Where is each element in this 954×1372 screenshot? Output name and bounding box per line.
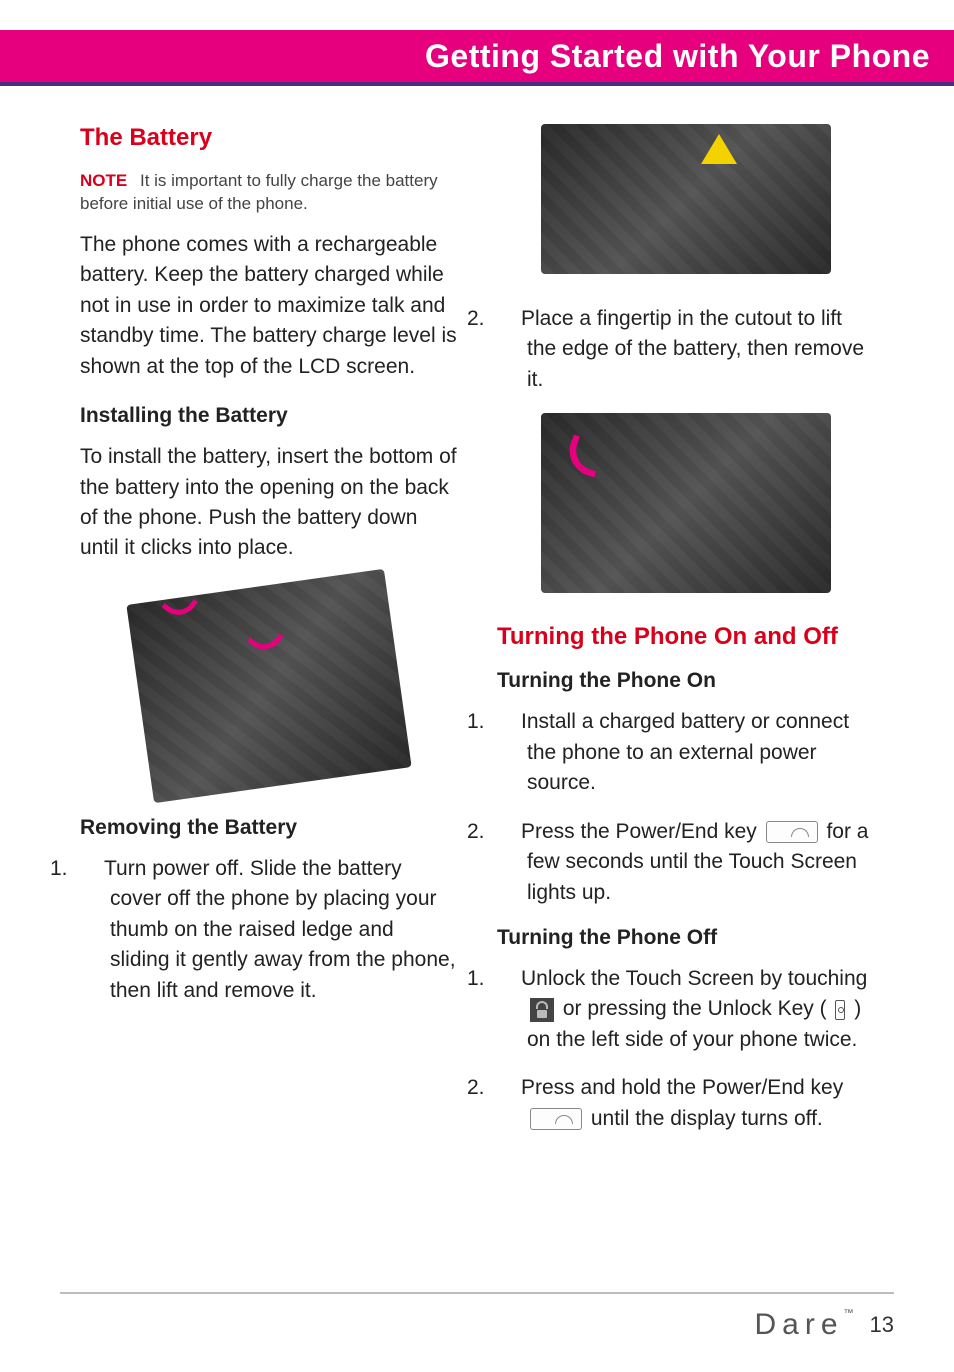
section-heading-power: Turning the Phone On and Off — [497, 623, 874, 651]
page-number: 13 — [870, 1312, 894, 1338]
step-number: 1. — [497, 964, 521, 994]
step-number: 1. — [497, 707, 521, 737]
off-step-2: 2.Press and hold the Power/End key until… — [497, 1073, 874, 1134]
section-heading-battery: The Battery — [80, 124, 457, 152]
step-text-a: Press the Power/End key — [521, 820, 763, 843]
lock-icon — [530, 998, 554, 1022]
figure-install-battery — [80, 586, 457, 786]
arrow-curve-icon — [562, 435, 605, 478]
off-step-1: 1.Unlock the Touch Screen by touching or… — [497, 964, 874, 1055]
step-number: 1. — [80, 854, 104, 884]
phone-image-lift — [541, 413, 831, 593]
step-text-a: Unlock the Touch Screen by touching — [521, 967, 867, 990]
page-footer: Dare™ 13 — [60, 1292, 894, 1342]
on-step-1: 1.Install a charged battery or connect t… — [497, 707, 874, 798]
trademark-icon: ™ — [844, 1308, 854, 1319]
arrow-icon — [247, 621, 283, 657]
on-step-2: 2.Press the Power/End key for a few seco… — [497, 817, 874, 908]
step-text: Install a charged battery or connect the… — [521, 710, 849, 794]
power-end-key-icon — [530, 1108, 582, 1130]
step-text-b: until the display turns off. — [585, 1107, 823, 1130]
step-text: Place a fingertip in the cutout to lift … — [521, 307, 864, 391]
left-column: The Battery NOTE It is important to full… — [80, 124, 457, 1152]
subheading-off: Turning the Phone Off — [497, 926, 874, 950]
brand-logo: Dare™ — [754, 1308, 853, 1342]
step-number: 2. — [497, 1073, 521, 1103]
step-text: Turn power off. Slide the battery cover … — [104, 857, 456, 1002]
phone-image-cover — [541, 124, 831, 274]
note-text: It is important to fully charge the batt… — [80, 171, 438, 213]
arrow-icon — [161, 586, 197, 622]
phone-image-install — [126, 569, 411, 803]
battery-intro: The phone comes with a rechargeable batt… — [80, 230, 457, 382]
page-banner: Getting Started with Your Phone — [0, 30, 954, 86]
brand-text: Dare — [754, 1308, 843, 1341]
power-end-key-icon — [766, 821, 818, 843]
figure-lift-battery — [497, 413, 874, 593]
subheading-remove: Removing the Battery — [80, 816, 457, 840]
cover-step-2: 2.Place a fingertip in the cutout to lif… — [497, 304, 874, 395]
note-label: NOTE — [80, 171, 127, 190]
arrow-up-icon — [701, 134, 737, 164]
step-text-b: or pressing the Unlock Key ( — [557, 997, 832, 1020]
step-number: 2. — [497, 817, 521, 847]
figure-slide-cover — [497, 124, 874, 274]
side-key-icon — [835, 1000, 845, 1020]
right-column: 2.Place a fingertip in the cutout to lif… — [497, 124, 874, 1152]
subheading-on: Turning the Phone On — [497, 669, 874, 693]
remove-step-1: 1.Turn power off. Slide the battery cove… — [80, 854, 457, 1006]
install-text: To install the battery, insert the botto… — [80, 442, 457, 564]
step-text-a: Press and hold the Power/End key — [521, 1076, 843, 1099]
step-number: 2. — [497, 304, 521, 334]
banner-title: Getting Started with Your Phone — [425, 38, 930, 75]
note: NOTE It is important to fully charge the… — [80, 170, 457, 216]
subheading-install: Installing the Battery — [80, 404, 457, 428]
